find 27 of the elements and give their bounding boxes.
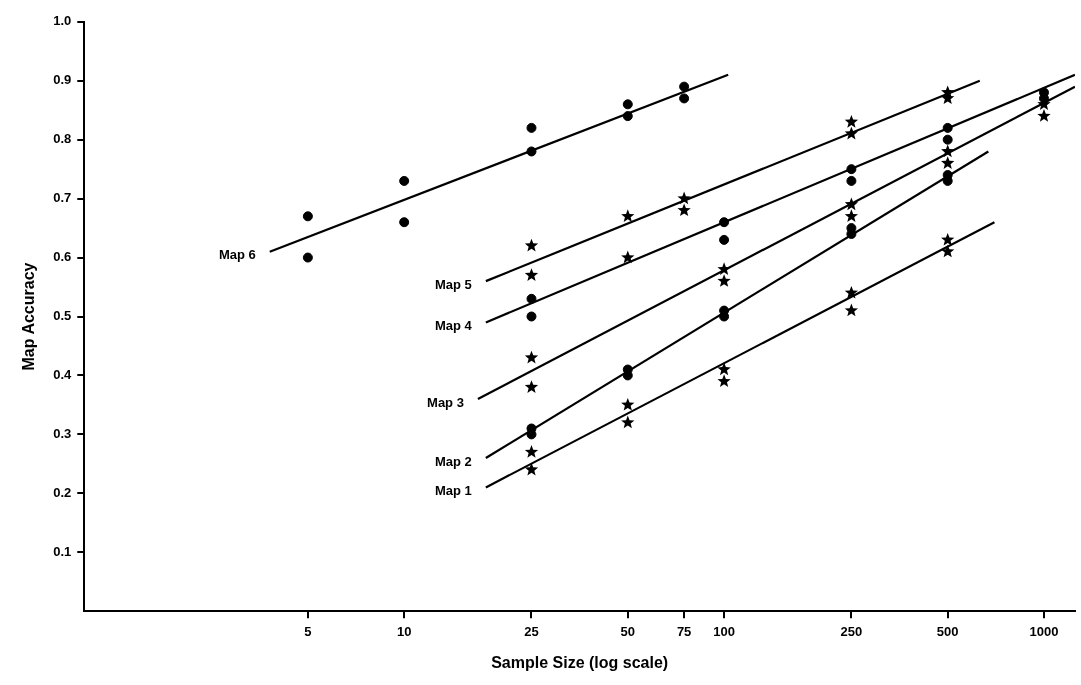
y-tick-label: 0.3 (53, 425, 72, 441)
x-tick-label: 50 (620, 623, 636, 639)
y-tick-label: 0.1 (53, 543, 72, 559)
y-tick-label: 0.9 (53, 72, 72, 88)
x-tick-label: 5 (304, 623, 312, 639)
series-label: Map 5 (435, 276, 472, 292)
series-label: Map 3 (427, 394, 464, 410)
x-tick-label: 250 (840, 623, 863, 639)
y-tick-label: 0.2 (53, 484, 72, 500)
series-label: Map 4 (435, 317, 473, 333)
series-label: Map 6 (218, 247, 256, 263)
y-tick-label: 0.7 (53, 190, 72, 206)
x-tick-label: 500 (936, 623, 959, 639)
series-label: Map 1 (435, 483, 472, 498)
y-tick-label: 0.5 (53, 308, 72, 324)
x-tick-label: 1000 (1029, 623, 1059, 639)
y-tick-label: 0.4 (53, 367, 73, 383)
x-tick-label: 100 (713, 623, 735, 639)
x-tick-label: 10 (396, 623, 412, 639)
y-tick-label: 0.8 (53, 131, 72, 147)
x-axis-title: Sample Size (log scale) (491, 653, 669, 671)
y-tick-label: 0.6 (53, 249, 72, 265)
y-axis-title: Map Accuracy (20, 262, 38, 371)
x-tick-label: 25 (524, 623, 539, 639)
x-tick-label: 75 (676, 623, 692, 639)
y-tick-label: 1.0 (53, 13, 72, 29)
series-label: Map 2 (435, 453, 472, 469)
